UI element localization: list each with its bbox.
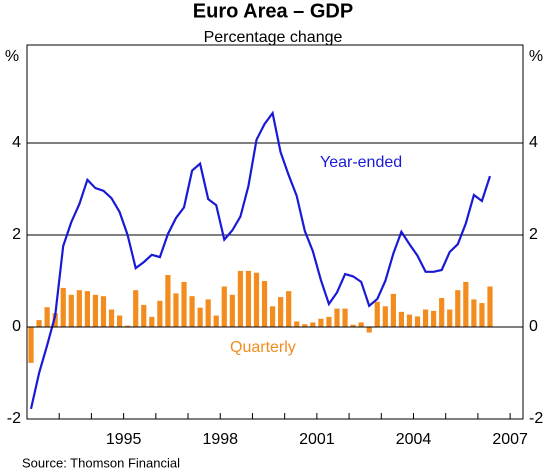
y-tick-label: 0 xyxy=(12,318,21,335)
bar xyxy=(157,300,163,327)
bar xyxy=(173,293,179,327)
bar xyxy=(398,311,405,327)
y2-tick-label: 4 xyxy=(529,134,538,151)
bar xyxy=(334,308,340,327)
bar xyxy=(36,320,42,327)
x-tick-label: 1998 xyxy=(202,431,238,448)
bar xyxy=(60,287,66,327)
bar xyxy=(76,290,82,327)
x-tick-label: 2007 xyxy=(492,431,528,448)
plot-area xyxy=(26,44,524,420)
bar xyxy=(342,308,348,327)
bar xyxy=(382,306,388,327)
y-tick-label: 4 xyxy=(12,134,21,151)
bar xyxy=(253,272,260,327)
bar xyxy=(205,299,211,327)
bar xyxy=(414,316,421,327)
y-tick-label: 2 xyxy=(12,226,21,243)
y2-tick-label: 0 xyxy=(529,318,538,335)
line-annotation: Year-ended xyxy=(320,154,402,171)
bar xyxy=(92,294,99,327)
bar xyxy=(326,316,332,327)
bar xyxy=(68,294,74,327)
bar xyxy=(358,322,364,327)
bar xyxy=(116,315,123,327)
bar xyxy=(197,307,203,327)
bar xyxy=(318,318,324,327)
bar xyxy=(463,281,469,327)
bar xyxy=(84,291,90,327)
bar xyxy=(44,307,50,327)
y-axis-label: % xyxy=(5,48,19,65)
bar xyxy=(181,281,187,327)
source-note: Source: Thomson Financial xyxy=(22,455,180,470)
bar-annotation: Quarterly xyxy=(230,339,296,356)
bar xyxy=(52,313,58,327)
bar xyxy=(374,301,380,327)
bar xyxy=(294,321,300,327)
y-tick-label: -2 xyxy=(7,410,21,427)
bar xyxy=(302,324,308,327)
bar xyxy=(350,324,356,327)
bar xyxy=(221,286,227,327)
y2-tick-label: 2 xyxy=(529,226,538,243)
bar xyxy=(149,316,155,327)
bar xyxy=(278,297,284,327)
bar xyxy=(439,298,445,327)
bar xyxy=(108,309,115,327)
bar xyxy=(165,275,171,327)
chart-title: Euro Area – GDP xyxy=(193,0,353,22)
bar xyxy=(269,306,276,327)
bar xyxy=(237,270,243,327)
bar xyxy=(431,310,437,327)
bar xyxy=(286,291,292,327)
bar xyxy=(390,293,396,327)
bar xyxy=(471,299,477,327)
bar xyxy=(213,315,219,327)
x-tick-label: 2004 xyxy=(396,431,432,448)
x-tick-label: 1995 xyxy=(106,431,142,448)
bar xyxy=(487,286,493,327)
y2-axis-label: % xyxy=(529,48,543,65)
line xyxy=(29,110,492,410)
bar xyxy=(406,314,413,327)
bar xyxy=(366,327,372,333)
bar xyxy=(141,304,147,327)
bar xyxy=(447,309,453,327)
bar xyxy=(133,290,139,327)
chart-subtitle: Percentage change xyxy=(204,29,343,46)
bar xyxy=(479,303,485,327)
x-tick-label: 2001 xyxy=(299,431,335,448)
bar xyxy=(100,296,107,327)
bar xyxy=(229,294,235,327)
bar xyxy=(310,322,316,327)
y2-tick-label: -2 xyxy=(529,410,543,427)
bar xyxy=(125,325,131,327)
bar xyxy=(28,327,34,363)
bar xyxy=(189,296,195,327)
bar xyxy=(422,309,429,327)
bar xyxy=(455,290,461,327)
bar xyxy=(261,281,268,327)
bar xyxy=(245,270,252,327)
